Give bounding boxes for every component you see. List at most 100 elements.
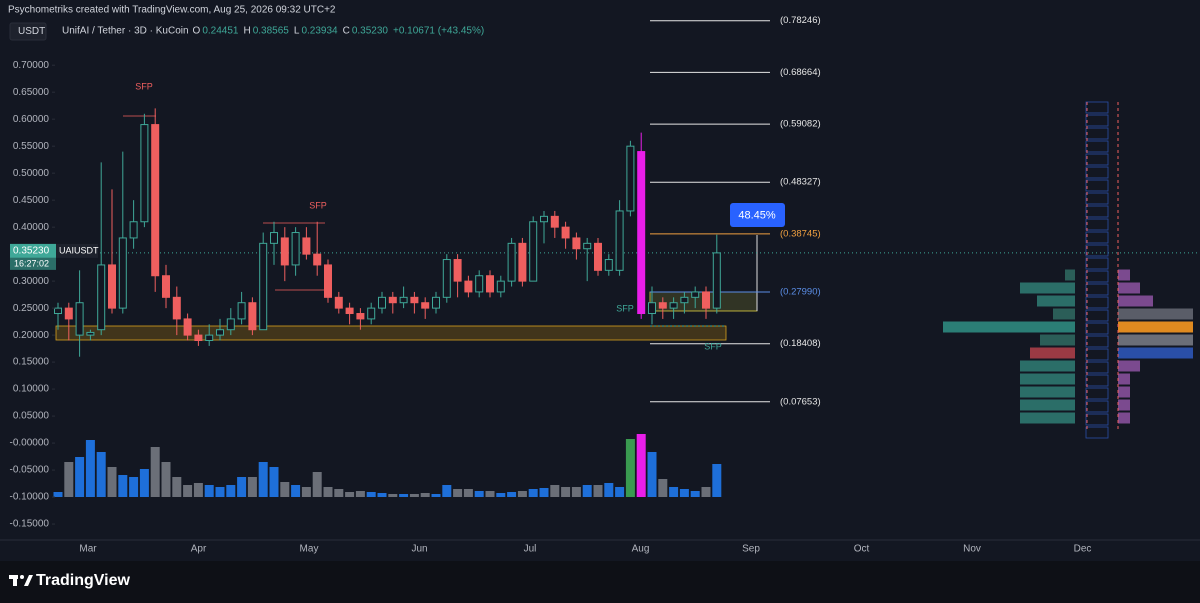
volume-bar xyxy=(593,485,603,497)
candle-body xyxy=(583,242,592,250)
volume-bar xyxy=(334,489,344,497)
legend-value: 0.35230 xyxy=(352,26,389,37)
volume-bar xyxy=(291,485,301,497)
fib-label: (0.18408) xyxy=(780,338,821,349)
legend-key: O xyxy=(193,26,201,37)
profile-left xyxy=(1065,269,1075,281)
sfp-label: SFP xyxy=(616,303,634,313)
volume-bar xyxy=(399,494,409,497)
sfp-marks xyxy=(123,115,330,291)
candle-body xyxy=(345,307,354,315)
volume-bar xyxy=(204,485,214,497)
candle-body xyxy=(367,307,376,320)
volume-bar xyxy=(377,493,387,497)
candle-body xyxy=(540,215,548,223)
candle-body xyxy=(388,296,397,304)
profile-right xyxy=(1118,295,1153,307)
volume-bar xyxy=(474,491,484,497)
profile-left xyxy=(1020,412,1075,424)
currency-button[interactable] xyxy=(9,22,47,41)
countdown-box xyxy=(10,257,56,270)
profile-left xyxy=(1020,373,1075,385)
candle-body xyxy=(86,331,95,336)
profile-left xyxy=(943,321,1075,333)
ohlc-legend: O 0.24451 H 0.38565 L 0.23934 C 0.35230 +0.10671… xyxy=(193,26,485,37)
profile-left xyxy=(1020,360,1075,372)
profile-left xyxy=(1037,295,1075,307)
candle-body xyxy=(464,280,473,293)
profile-left xyxy=(1053,308,1075,320)
profile-right xyxy=(1118,269,1130,281)
x-tick-label: Apr xyxy=(191,544,207,555)
candle-body xyxy=(475,275,484,293)
ticker: UAIUSDT xyxy=(59,245,99,255)
last-price-box xyxy=(10,243,56,258)
volume-bar xyxy=(561,487,571,497)
volume-bar xyxy=(258,462,268,497)
volume-bar xyxy=(615,487,625,497)
volume-bar xyxy=(636,434,646,497)
profile-right xyxy=(1118,399,1130,411)
volume-bar xyxy=(345,492,355,497)
candle-body xyxy=(54,307,62,315)
volume-bar xyxy=(366,492,376,497)
profile-cell xyxy=(1085,179,1109,192)
brand: TradingView xyxy=(36,572,131,589)
profile-cell xyxy=(1085,309,1109,322)
profile-cell xyxy=(1085,153,1109,166)
profile-cell xyxy=(1085,426,1109,439)
volume-bar xyxy=(528,489,538,497)
candle-body xyxy=(216,329,224,336)
candle-body xyxy=(172,296,181,320)
candle-body xyxy=(248,302,257,331)
volume-bar xyxy=(582,485,592,497)
countdown: 16:27:02 xyxy=(14,258,49,268)
profile-cell xyxy=(1085,257,1109,270)
candle-body xyxy=(237,302,246,320)
fib-label: (0.27990) xyxy=(780,286,821,297)
volume-bar xyxy=(247,477,257,497)
volume-bar xyxy=(647,452,657,497)
x-tick-label: Mar xyxy=(79,544,97,555)
profile-right xyxy=(1118,386,1130,398)
profile-right xyxy=(1118,347,1193,359)
fib-label: (0.59082) xyxy=(780,119,821,130)
candle-body xyxy=(64,307,73,320)
volume-bar xyxy=(226,485,236,497)
candle-body xyxy=(691,291,700,298)
x-tick-label: Oct xyxy=(854,544,870,555)
currency[interactable]: USDT xyxy=(18,26,45,37)
candle-body xyxy=(183,318,192,336)
profile-cell xyxy=(1085,205,1109,218)
volume-bar xyxy=(237,477,247,497)
fib-label: (0.38745) xyxy=(780,228,821,239)
x-tick-label: Jun xyxy=(411,544,427,555)
candle-body xyxy=(151,124,160,277)
profile-cell xyxy=(1085,244,1109,257)
candle-body xyxy=(97,264,106,331)
profile-cell xyxy=(1085,127,1109,140)
fib-label: (0.07653) xyxy=(780,396,821,407)
symbol: UnifAI / Tether · 3D · KuCoin xyxy=(62,26,189,37)
x-tick-label: May xyxy=(300,544,319,555)
candle-body xyxy=(496,280,505,293)
candle-body xyxy=(432,296,440,309)
volume-bar xyxy=(150,447,160,497)
volume-bar xyxy=(517,491,527,497)
volume-bar xyxy=(85,440,95,497)
legend-value: 0.38565 xyxy=(253,26,290,37)
candle-body xyxy=(680,296,689,304)
candle-body xyxy=(118,237,127,309)
y-tick-label: 0.10000 xyxy=(13,384,50,395)
volume-bar xyxy=(107,467,117,497)
candle-body xyxy=(561,226,570,239)
profile-left xyxy=(1020,282,1075,294)
profile-cell xyxy=(1085,218,1109,231)
candle-body xyxy=(442,259,451,298)
volume-bar xyxy=(183,485,193,497)
volume-bar xyxy=(625,439,635,497)
profile-cell xyxy=(1085,400,1109,413)
volume-bar xyxy=(496,493,506,497)
candle-body xyxy=(486,275,494,293)
candle-body xyxy=(669,302,678,309)
